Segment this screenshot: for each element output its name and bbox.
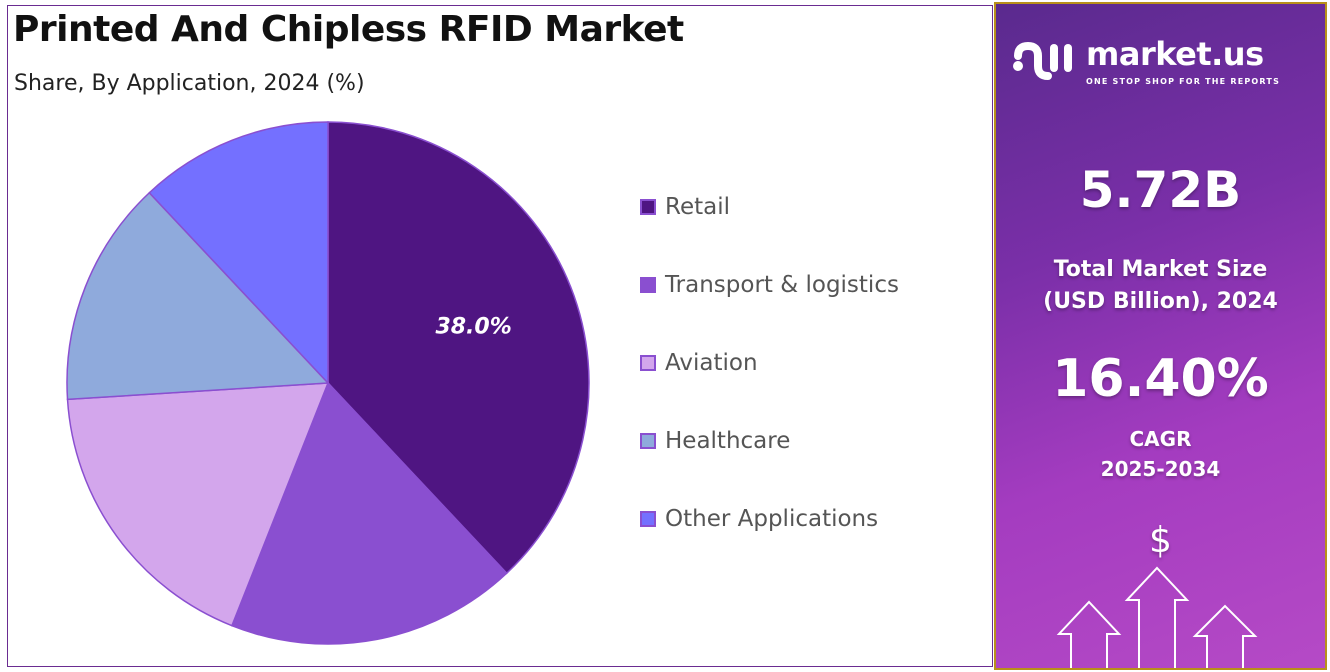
legend-label: Other Applications	[665, 506, 879, 532]
brand-tagline: ONE STOP SHOP FOR THE REPORTS	[1086, 77, 1281, 86]
cagr-value: 16.40%	[1052, 349, 1269, 409]
cagr-label: CAGR	[1129, 427, 1192, 451]
growth-arrows-icon	[1056, 566, 1258, 668]
pie-slice-aviation	[66, 382, 330, 627]
legend-swatch	[640, 511, 656, 527]
legend-item: Healthcare	[640, 427, 790, 455]
brand-name: market.us	[1086, 35, 1264, 73]
cagr-period: 2025-2034	[1100, 457, 1221, 481]
pie-slice-transport-logistics	[230, 381, 508, 645]
market-size-label: Total Market Size	[1053, 257, 1268, 282]
legend-label: Aviation	[665, 350, 758, 376]
legend-item: Aviation	[640, 349, 758, 377]
pie-chart: 38.0%	[66, 121, 590, 645]
market-size-value: 5.72B	[1079, 161, 1242, 219]
chart-subtitle: Share, By Application, 2024 (%)	[14, 71, 365, 96]
pie-slice-healthcare	[66, 191, 330, 401]
pie-slice-other-applications	[148, 121, 329, 385]
dollar-icon: $	[1149, 520, 1172, 561]
chart-title: Printed And Chipless RFID Market	[13, 9, 684, 50]
legend-swatch	[640, 433, 656, 449]
legend-item: Other Applications	[640, 505, 878, 533]
market-us-logo: market.us ONE STOP SHOP FOR THE REPORTS	[1010, 34, 1280, 88]
legend-swatch	[640, 277, 656, 293]
legend-swatch	[640, 199, 656, 215]
legend-label: Retail	[665, 194, 730, 220]
data-label: 38.0%	[435, 314, 511, 339]
legend-item: Retail	[640, 193, 730, 221]
summary-panel: market.us ONE STOP SHOP FOR THE REPORTS …	[994, 2, 1327, 670]
logo-icon	[1013, 41, 1072, 80]
market-size-label-2: (USD Billion), 2024	[1043, 289, 1278, 314]
legend-item: Transport & logistics	[640, 271, 899, 299]
legend-label: Transport & logistics	[665, 272, 899, 298]
chart-panel	[7, 5, 993, 667]
pie-slice-retail	[327, 121, 590, 575]
legend-label: Healthcare	[665, 428, 791, 454]
legend-swatch	[640, 355, 656, 371]
